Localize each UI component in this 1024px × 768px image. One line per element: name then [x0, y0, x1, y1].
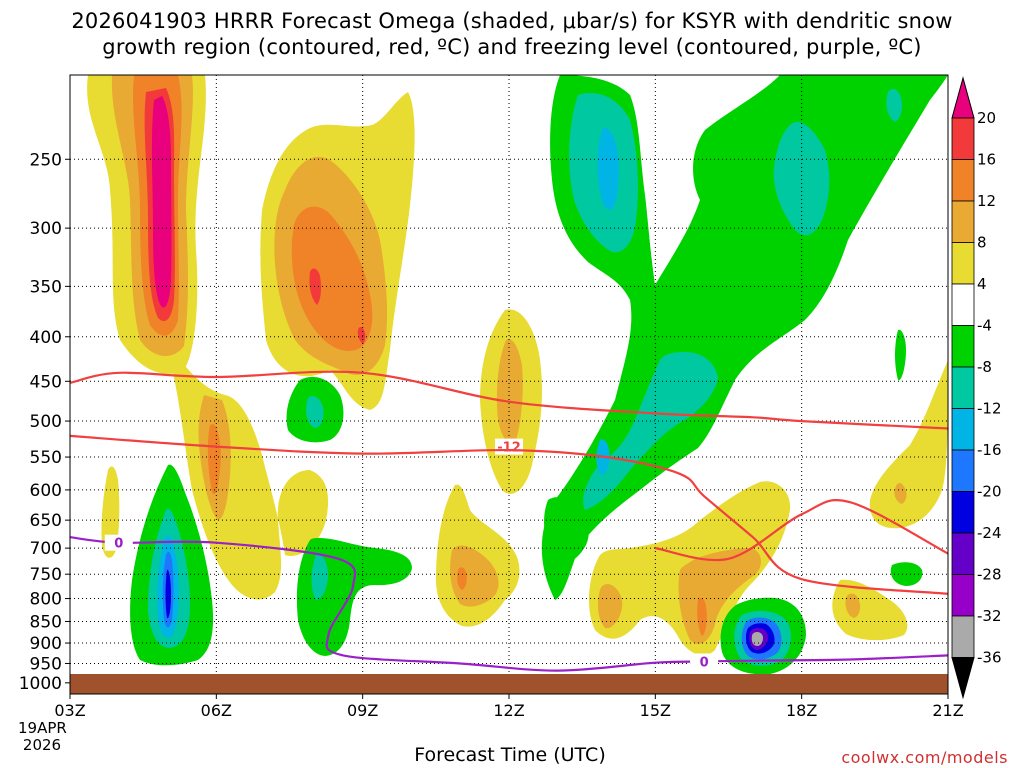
omega-region-20-a	[151, 96, 172, 308]
colorbar-label-4: 4	[977, 275, 987, 293]
colorbar-label-1: 16	[977, 151, 996, 169]
x-tick-label-18Z: 18Z	[786, 701, 817, 720]
freezing-level-label-a-bg	[104, 534, 133, 551]
colorbar-arrow-top	[951, 76, 975, 119]
omega-region-neg12-e	[306, 396, 324, 428]
omega-region-8-g	[597, 584, 623, 629]
y-tick-label-650: 650	[30, 511, 62, 531]
colorbar-label-3: 8	[977, 234, 987, 252]
colorbar-label-7: -12	[977, 400, 1002, 418]
omega-region-8-j	[894, 482, 907, 504]
omega-region-12-h	[697, 598, 707, 636]
omega-region-8-f	[496, 339, 523, 444]
first-tick-date: 19APR 2026	[18, 719, 67, 754]
y-tick-label-1000: 1000	[19, 674, 62, 694]
freezing-level-label-a: 0	[114, 537, 123, 552]
chart-title-line1: 2026041903 HRRR Forecast Omega (shaded, …	[71, 9, 953, 33]
freezing-level-contour-0	[70, 536, 948, 672]
omega-region-4-j	[869, 360, 948, 529]
omega-region-neg16-a	[597, 128, 619, 210]
y-tick-label-700: 700	[30, 539, 62, 559]
omega-region-neg8-b	[895, 329, 906, 381]
snow-growth-contour-1	[70, 434, 948, 595]
y-tick-label-900: 900	[30, 634, 62, 654]
colorbar-arrow-bottom	[951, 657, 975, 700]
omega-region-neg32-b	[751, 632, 763, 646]
ground-surface	[70, 674, 948, 694]
colorbar-swatch-10	[951, 491, 975, 534]
x-axis-label: Forecast Time (UTC)	[414, 744, 606, 766]
colorbar-swatch-9	[951, 449, 975, 492]
colorbar-swatch-2	[951, 159, 975, 202]
y-tick-label-450: 450	[30, 372, 62, 392]
omega-region-12-b	[207, 424, 221, 495]
omega-region-12-e	[457, 567, 467, 590]
colorbar-swatch-3	[951, 200, 975, 243]
omega-region-8-e	[450, 545, 499, 607]
colorbar-swatch-1	[951, 117, 975, 160]
colorbar-label-9: -20	[977, 483, 1002, 501]
x-tick-label-09Z: 09Z	[347, 701, 378, 720]
x-tick-label-03Z: 03Z	[54, 701, 85, 720]
first-tick-date-year: 2026	[22, 736, 62, 754]
snow-growth-contour-2	[655, 499, 948, 562]
omega-region-neg12-f	[311, 554, 328, 600]
y-tick-label-400: 400	[30, 328, 62, 348]
colorbar-swatch-8	[951, 408, 975, 451]
colorbar-swatch-6	[951, 325, 975, 368]
y-tick-label-600: 600	[30, 481, 62, 501]
colorbar-label-8: -16	[977, 441, 1002, 459]
omega-region-neg12-b	[773, 121, 830, 236]
credit-link[interactable]: coolwx.com/models	[841, 748, 1008, 767]
colorbar-swatch-12	[951, 574, 975, 617]
colorbar-label-6: -8	[977, 358, 992, 376]
y-tick-label-950: 950	[30, 654, 62, 674]
omega-region-16-d	[357, 327, 366, 344]
freezing-level-label-b: 0	[700, 655, 709, 670]
y-tick-label-850: 850	[30, 612, 62, 632]
colorbar-swatch-4	[951, 242, 975, 285]
colorbar-label-13: -36	[977, 649, 1002, 667]
omega-region-neg8-f	[544, 497, 589, 564]
colorbar-swatch-7	[951, 366, 975, 409]
omega-region-neg24-a	[165, 569, 171, 619]
y-tick-label-550: 550	[30, 448, 62, 468]
colorbar-label-2: 12	[977, 192, 996, 210]
colorbar-label-10: -24	[977, 524, 1002, 542]
y-tick-label-750: 750	[30, 565, 62, 585]
snow-growth-contour-label-0: -12	[497, 441, 521, 456]
omega-region-neg8-a	[541, 75, 948, 600]
y-tick-label-300: 300	[30, 219, 62, 239]
omega-region-16-c	[309, 268, 321, 305]
x-tick-label-12Z: 12Z	[493, 701, 524, 720]
colorbar-swatch-13	[951, 615, 975, 658]
colorbar-swatch-5	[951, 283, 975, 326]
y-tick-label-800: 800	[30, 590, 62, 610]
chart-title-line2: growth region (contoured, red, ºC) and f…	[102, 35, 922, 59]
colorbar-label-5: -4	[977, 317, 992, 335]
x-tick-label-06Z: 06Z	[201, 701, 232, 720]
chart-title: 2026041903 HRRR Forecast Omega (shaded, …	[0, 8, 1024, 60]
y-axis: 2503003504004505005506006507007508008509…	[19, 150, 70, 694]
colorbar-label-11: -28	[977, 566, 1002, 584]
x-tick-label-15Z: 15Z	[640, 701, 671, 720]
y-tick-label-500: 500	[30, 412, 62, 432]
colorbar: 20 16 12 8 4 -4 -8 -12 -16 -20 -24 -28 -32 -36	[951, 76, 1002, 700]
colorbar-label-12: -32	[977, 607, 1002, 625]
first-tick-date-day: 19APR	[18, 719, 67, 737]
colorbar-label-0: 20	[977, 109, 996, 127]
snow-growth-contour-0	[70, 370, 948, 430]
x-axis: 03Z 06Z 09Z 12Z 15Z 18Z 21Z	[54, 694, 964, 720]
omega-region-neg12-c	[583, 352, 718, 510]
freezing-level-label-b-bg	[690, 653, 719, 670]
colorbar-swatch-11	[951, 532, 975, 575]
x-tick-label-21Z: 21Z	[932, 701, 963, 720]
omega-region-12-c	[291, 206, 373, 351]
y-tick-label-250: 250	[30, 150, 62, 170]
omega-region-8-i	[845, 593, 861, 618]
y-tick-label-350: 350	[30, 277, 62, 297]
contours: -12 0 0	[70, 370, 948, 672]
omega-region-neg12-d	[886, 88, 903, 122]
